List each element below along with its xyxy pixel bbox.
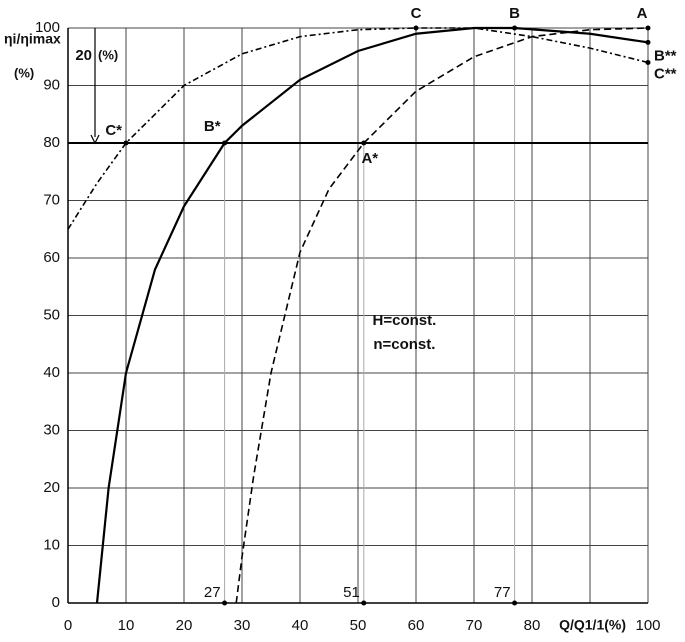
series-line — [67, 27, 649, 230]
point-label: A — [637, 5, 648, 22]
x-tick-label: 40 — [292, 617, 309, 634]
x-tick-label: 30 — [234, 617, 251, 634]
drop-dot — [361, 600, 367, 606]
point — [361, 140, 367, 146]
point — [645, 39, 651, 45]
point-label: C** — [654, 65, 677, 82]
y-tick-label: 70 — [43, 191, 60, 208]
y-tick-label: 80 — [43, 134, 60, 151]
arrow-head — [90, 134, 100, 145]
point-label: A* — [361, 150, 378, 167]
y-axis-label: ηi/ηimax — [4, 31, 61, 47]
y-tick-label: 0 — [52, 594, 60, 611]
point — [222, 140, 228, 146]
y-tick-label: 50 — [43, 306, 60, 323]
x-tick-label: 60 — [408, 617, 425, 634]
x-axis-label: Q/Q1/1(%) — [559, 617, 626, 633]
point-label: B — [509, 5, 520, 22]
point-label: B* — [204, 118, 221, 135]
x-tick-label: 70 — [466, 617, 483, 634]
x-tick-label: 80 — [524, 617, 541, 634]
drop-dot — [222, 600, 228, 606]
x-tick-label: 90 — [582, 617, 599, 634]
drop-label: 77 — [494, 584, 511, 601]
drop-dot — [512, 600, 518, 606]
y-tick-label: 100 — [35, 19, 60, 36]
x-tick-label: 50 — [350, 617, 367, 634]
point — [645, 60, 651, 65]
point — [123, 140, 129, 146]
x-tick-label: 10 — [118, 617, 135, 634]
x-tick-label: 100 — [635, 617, 660, 634]
point — [512, 25, 518, 31]
series-line — [235, 27, 649, 604]
drop-label: 51 — [343, 584, 360, 601]
x-tick-label: 20 — [176, 617, 193, 634]
point-label: C — [411, 5, 422, 22]
y-axis-unit: (%) — [14, 65, 34, 80]
point — [645, 25, 651, 31]
drop-text: 20 — [75, 47, 92, 64]
drop-unit: (%) — [98, 47, 118, 62]
point — [413, 25, 419, 31]
y-tick-label: 90 — [43, 76, 60, 93]
x-tick-label: 0 — [64, 617, 72, 634]
y-tick-label: 30 — [43, 421, 60, 438]
series-line — [95, 26, 649, 604]
y-tick-label: 40 — [43, 364, 60, 381]
y-tick-label: 60 — [43, 249, 60, 266]
point-label: C* — [105, 122, 122, 139]
note: n=const. — [373, 336, 435, 353]
y-tick-label: 20 — [43, 479, 60, 496]
point-label: B** — [654, 47, 677, 64]
note: H=const. — [373, 312, 437, 329]
drop-label: 27 — [204, 584, 221, 601]
y-tick-label: 10 — [43, 536, 60, 553]
